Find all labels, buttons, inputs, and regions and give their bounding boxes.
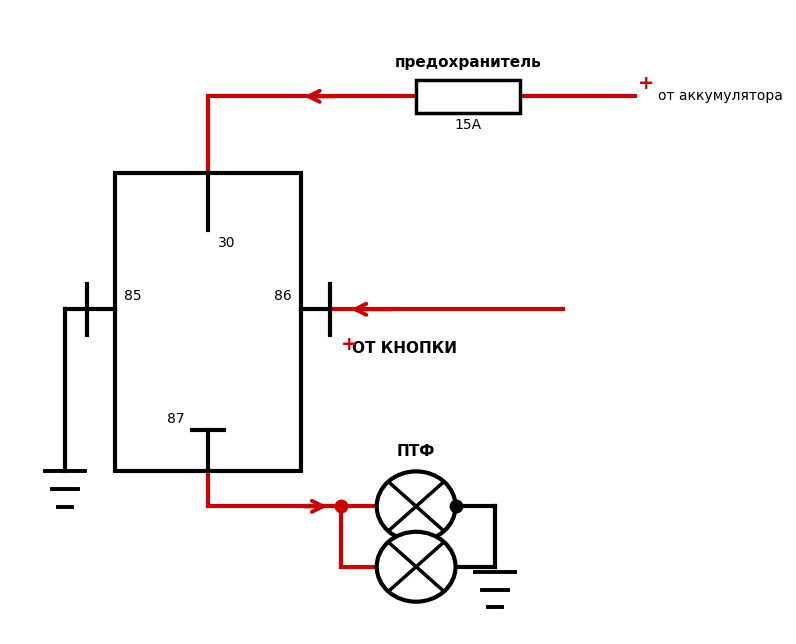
Bar xyxy=(416,80,520,113)
Text: от аккумулятора: от аккумулятора xyxy=(658,90,783,103)
Circle shape xyxy=(377,471,455,542)
Circle shape xyxy=(377,532,455,601)
Text: ПТФ: ПТФ xyxy=(397,444,435,459)
Text: предохранитель: предохранитель xyxy=(395,55,541,70)
Bar xyxy=(115,173,302,471)
Text: 87: 87 xyxy=(167,412,185,426)
Text: 15А: 15А xyxy=(455,118,482,132)
Text: 30: 30 xyxy=(217,236,235,250)
Text: +: + xyxy=(341,335,357,354)
Text: 86: 86 xyxy=(275,289,292,303)
Text: ОТ КНОПКИ: ОТ КНОПКИ xyxy=(352,341,457,356)
Text: +: + xyxy=(638,74,655,93)
Text: 85: 85 xyxy=(124,289,142,303)
